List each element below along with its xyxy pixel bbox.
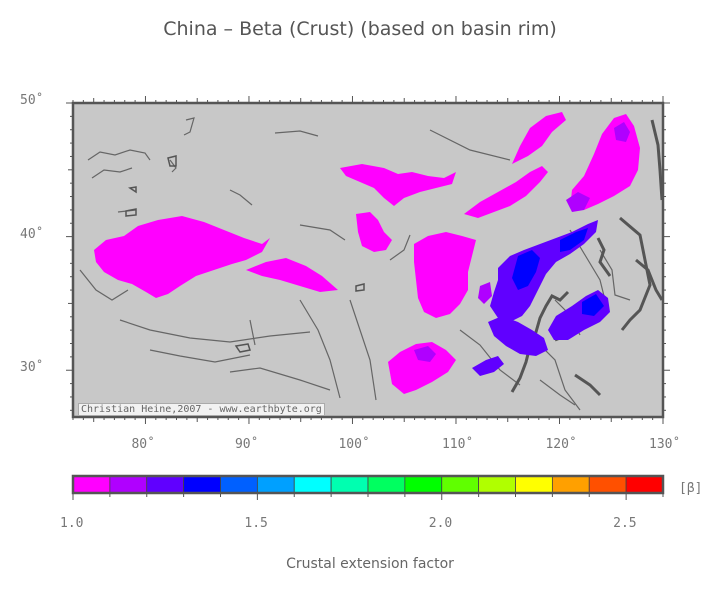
colorbar-swatch	[625, 475, 664, 494]
sedimentary-basins	[94, 112, 640, 394]
basin-jianghan-small	[472, 356, 504, 376]
credit-text: Christian Heine,2007 - www.earthbyte.org	[78, 403, 325, 416]
colorbar-swatch	[109, 475, 148, 494]
colorbar-swatch	[367, 475, 406, 494]
basin-junggar-turpan	[340, 164, 456, 206]
colorbar-label: Crustal extension factor	[286, 556, 454, 572]
colorbar-swatch	[404, 475, 443, 494]
basin-hefei	[478, 282, 492, 304]
basin-bohai-deep	[512, 250, 540, 290]
colorbar-tick-label: 1.0	[60, 516, 84, 531]
colorbar-swatch	[588, 475, 627, 494]
basin-sichuan-core	[414, 346, 436, 362]
colorbar-swatch	[220, 475, 258, 494]
colorbar-swatch	[256, 475, 295, 494]
lat-tick-label: 40˚	[20, 226, 44, 242]
lon-tick-label: 80˚	[131, 437, 155, 452]
colorbar-swatch	[72, 475, 111, 494]
colorbar-swatch	[183, 475, 221, 494]
lon-tick-label: 130˚	[649, 437, 681, 452]
colorbar-swatch	[330, 475, 369, 494]
basin-qaidam	[246, 258, 338, 292]
lat-tick-label: 30˚	[20, 360, 44, 376]
lat-tick-label: 50˚	[20, 93, 44, 108]
map-frame	[71, 101, 665, 419]
basin-nanxiang-jianghan	[488, 316, 548, 356]
lon-tick-label: 100˚	[338, 437, 370, 452]
basin-erlian	[464, 166, 548, 218]
colorbar-unit: [β]	[679, 481, 703, 496]
coastline-east	[510, 119, 663, 397]
map-ticks	[66, 96, 670, 424]
colorbar-tick-label: 2.0	[428, 516, 453, 531]
colorbar-swatch	[146, 475, 185, 494]
colorbar-tick-label: 1.5	[244, 516, 268, 531]
basin-bohai-deep-2	[560, 228, 588, 252]
colorbar	[71, 474, 665, 500]
colorbar-swatch	[293, 475, 332, 494]
basin-hailar	[512, 112, 566, 164]
basin-songliao-north	[614, 122, 630, 142]
lakes	[125, 155, 365, 353]
basin-sichuan	[388, 342, 456, 394]
colorbar-swatch	[441, 475, 480, 494]
colorbar-swatch	[515, 475, 553, 494]
basin-alxa	[356, 212, 392, 252]
basin-ordos	[414, 232, 476, 318]
map-title: China – Beta (Crust) (based on basin rim…	[163, 18, 557, 40]
lon-tick-label: 120˚	[545, 437, 577, 452]
basin-subei-core	[582, 294, 604, 316]
basin-songliao-core	[566, 192, 590, 212]
colorbar-tick-label: 2.5	[613, 516, 637, 531]
colorbar-swatch	[478, 475, 516, 494]
lon-tick-label: 110˚	[441, 437, 474, 452]
basin-tarim	[94, 216, 270, 298]
lon-tick-label: 90˚	[234, 437, 259, 452]
colorbar-swatch	[551, 475, 590, 494]
